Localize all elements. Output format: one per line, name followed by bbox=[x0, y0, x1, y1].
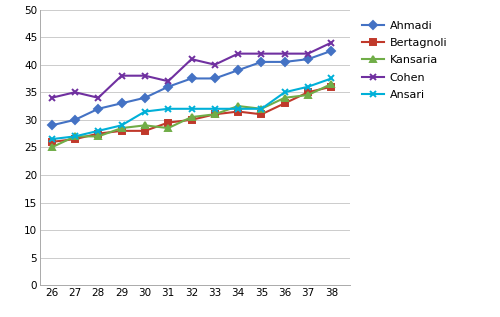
Ahmadi bbox=[165, 85, 171, 89]
Kansaria bbox=[258, 107, 264, 111]
Ahmadi bbox=[72, 118, 78, 122]
Line: Bertagnoli: Bertagnoli bbox=[49, 84, 334, 145]
Ansari bbox=[328, 76, 334, 80]
Ahmadi bbox=[118, 101, 124, 105]
Ansari bbox=[258, 107, 264, 111]
Ahmadi bbox=[188, 76, 194, 80]
Kansaria bbox=[48, 146, 54, 149]
Ahmadi bbox=[235, 68, 241, 72]
Legend: Ahmadi, Bertagnoli, Kansaria, Cohen, Ansari: Ahmadi, Bertagnoli, Kansaria, Cohen, Ans… bbox=[362, 21, 447, 100]
Ahmadi bbox=[212, 76, 218, 80]
Ahmadi bbox=[142, 96, 148, 100]
Cohen bbox=[96, 96, 102, 100]
Bertagnoli bbox=[235, 110, 241, 113]
Cohen bbox=[142, 74, 148, 78]
Cohen bbox=[212, 63, 218, 67]
Bertagnoli bbox=[72, 137, 78, 141]
Ansari bbox=[142, 110, 148, 113]
Cohen bbox=[258, 52, 264, 55]
Kansaria bbox=[118, 126, 124, 130]
Ahmadi bbox=[48, 123, 54, 127]
Cohen bbox=[72, 90, 78, 94]
Ansari bbox=[305, 85, 311, 89]
Kansaria bbox=[165, 126, 171, 130]
Ansari bbox=[165, 107, 171, 111]
Ahmadi bbox=[305, 57, 311, 61]
Kansaria bbox=[282, 96, 288, 100]
Kansaria bbox=[328, 82, 334, 86]
Bertagnoli bbox=[96, 132, 102, 136]
Kansaria bbox=[188, 115, 194, 119]
Cohen bbox=[188, 57, 194, 61]
Bertagnoli bbox=[328, 85, 334, 89]
Bertagnoli bbox=[258, 113, 264, 116]
Kansaria bbox=[212, 113, 218, 116]
Ansari bbox=[96, 129, 102, 133]
Bertagnoli bbox=[48, 140, 54, 144]
Kansaria bbox=[96, 134, 102, 138]
Ansari bbox=[72, 134, 78, 138]
Ansari bbox=[48, 137, 54, 141]
Kansaria bbox=[305, 93, 311, 97]
Bertagnoli bbox=[212, 113, 218, 116]
Ansari bbox=[118, 123, 124, 127]
Line: Ansari: Ansari bbox=[48, 75, 335, 143]
Kansaria bbox=[142, 123, 148, 127]
Ahmadi bbox=[328, 49, 334, 53]
Ansari bbox=[212, 107, 218, 111]
Cohen bbox=[282, 52, 288, 55]
Cohen bbox=[165, 79, 171, 83]
Cohen bbox=[305, 52, 311, 55]
Ansari bbox=[282, 90, 288, 94]
Ansari bbox=[235, 107, 241, 111]
Ansari bbox=[188, 107, 194, 111]
Bertagnoli bbox=[282, 101, 288, 105]
Ahmadi bbox=[96, 107, 102, 111]
Line: Kansaria: Kansaria bbox=[49, 81, 334, 150]
Cohen bbox=[118, 74, 124, 78]
Bertagnoli bbox=[305, 90, 311, 94]
Kansaria bbox=[72, 134, 78, 138]
Kansaria bbox=[235, 104, 241, 108]
Bertagnoli bbox=[118, 129, 124, 133]
Line: Ahmadi: Ahmadi bbox=[49, 48, 334, 128]
Bertagnoli bbox=[188, 118, 194, 122]
Cohen bbox=[48, 96, 54, 100]
Cohen bbox=[328, 41, 334, 44]
Line: Cohen: Cohen bbox=[48, 39, 335, 101]
Bertagnoli bbox=[165, 121, 171, 125]
Ahmadi bbox=[282, 60, 288, 64]
Cohen bbox=[235, 52, 241, 55]
Bertagnoli bbox=[142, 129, 148, 133]
Ahmadi bbox=[258, 60, 264, 64]
